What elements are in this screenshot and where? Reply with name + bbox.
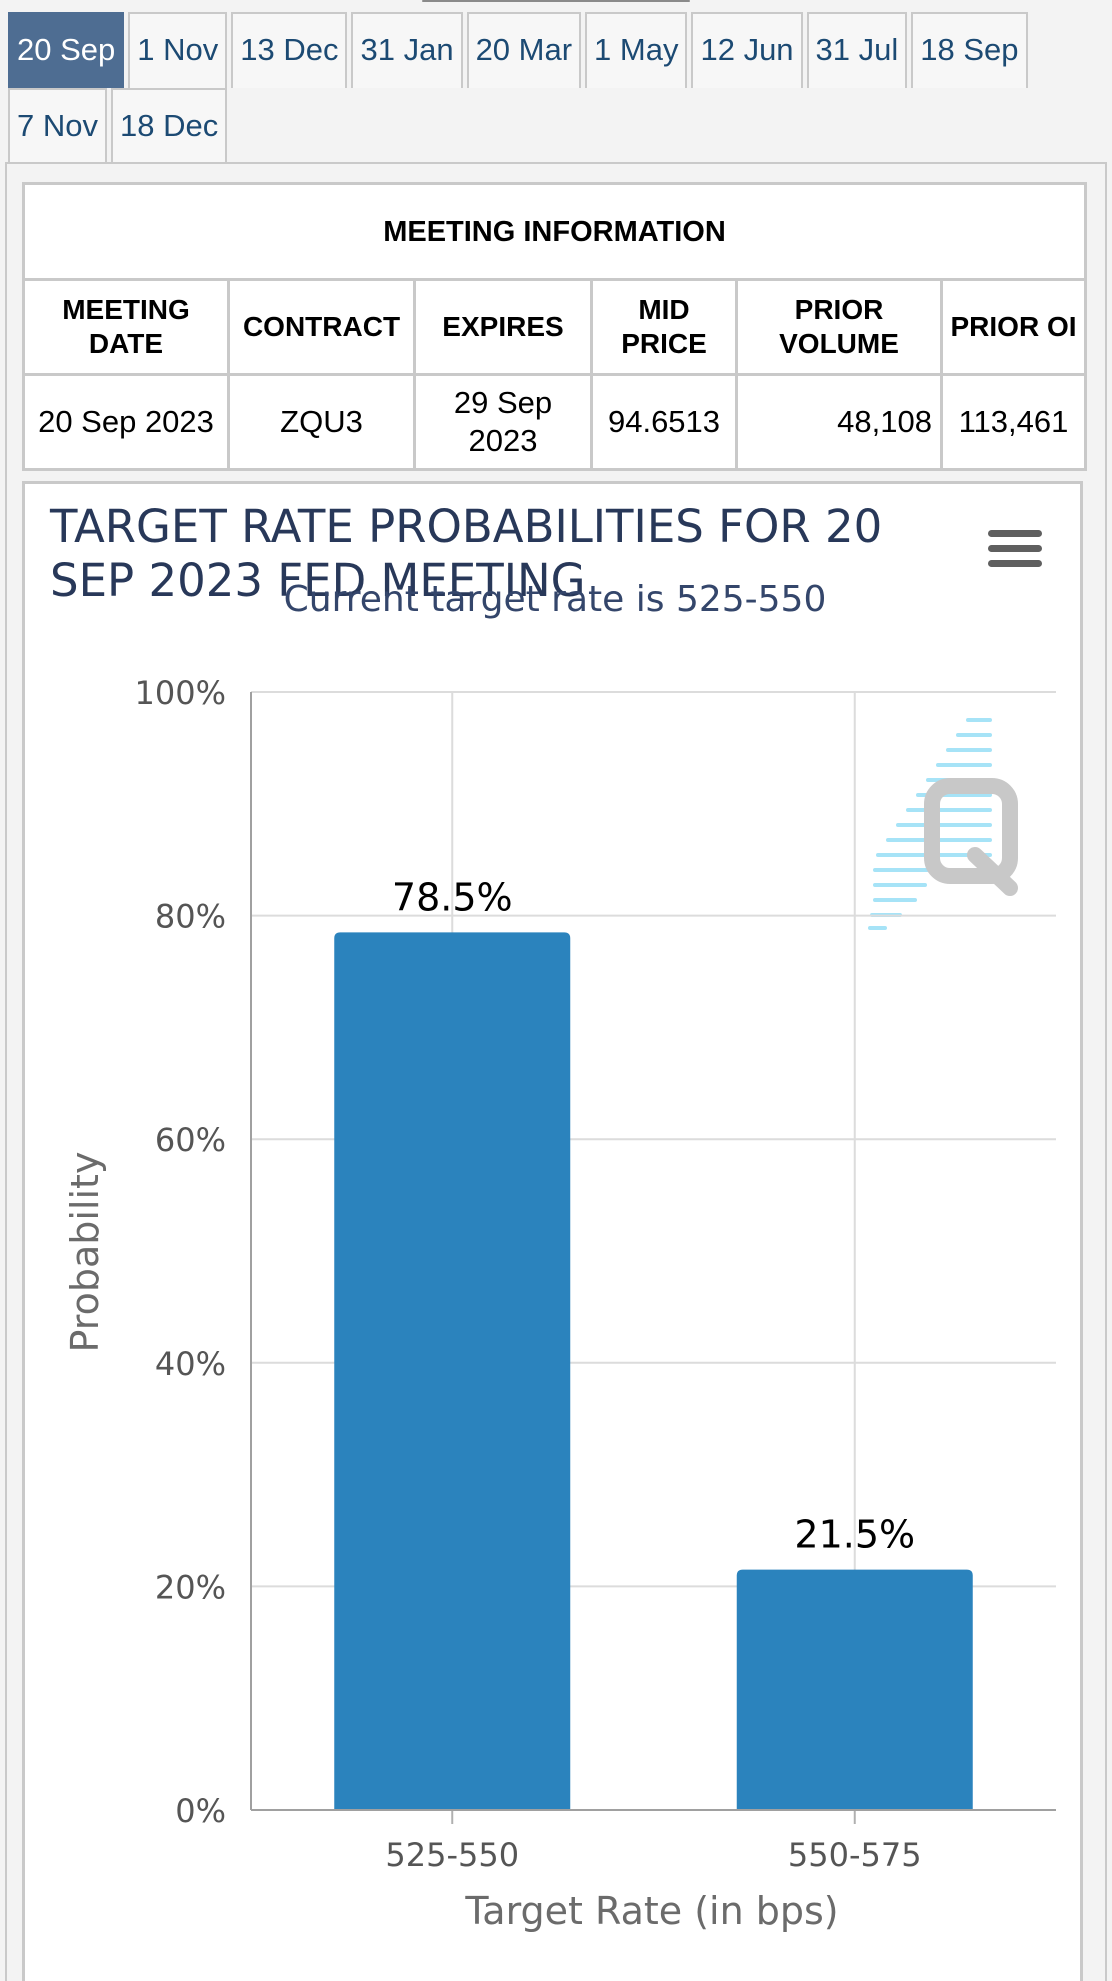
tab-12-jun[interactable]: 12 Jun xyxy=(691,12,803,88)
cell-contract: ZQU3 xyxy=(227,373,416,471)
bar-525-550[interactable] xyxy=(334,932,571,1810)
tab-20-mar[interactable]: 20 Mar xyxy=(466,12,582,88)
tab-7-nov[interactable]: 7 Nov xyxy=(8,88,107,164)
header-mid-price: MID PRICE xyxy=(590,278,738,376)
y-axis-ticks: 0% 20% 40% 60% 80% 100% xyxy=(135,674,226,1830)
tab-20-sep[interactable]: 20 Sep xyxy=(8,12,125,88)
y-tick-label: 100% xyxy=(135,674,226,712)
header-prior-oi: PRIOR OI xyxy=(940,278,1087,376)
y-tick-label: 20% xyxy=(155,1568,226,1606)
cell-mid-price: 94.6513 xyxy=(590,373,738,471)
tab-1-nov[interactable]: 1 Nov xyxy=(128,12,228,88)
header-prior-volume: PRIOR VOLUME xyxy=(735,278,943,376)
cell-prior-oi: 113,461 xyxy=(940,373,1087,471)
x-axis-label: Target Rate (in bps) xyxy=(464,1889,838,1933)
scroll-indicator xyxy=(422,0,690,2)
table-row: 20 Sep 2023 ZQU3 29 Sep 2023 94.6513 48,… xyxy=(22,373,1087,471)
table-caption: MEETING INFORMATION xyxy=(22,182,1087,281)
x-tick-label: 525-550 xyxy=(385,1836,519,1874)
header-expires: EXPIRES xyxy=(413,278,593,376)
bars: 78.5% 21.5% xyxy=(334,875,973,1810)
data-label: 78.5% xyxy=(392,875,513,919)
chart-title: TARGET RATE PROBABILITIES FOR 20 SEP 202… xyxy=(50,500,883,607)
tab-18-sep[interactable]: 18 Sep xyxy=(911,12,1028,88)
tab-1-may[interactable]: 1 May xyxy=(585,12,688,88)
y-tick-label: 0% xyxy=(175,1792,226,1830)
gridlines xyxy=(251,691,1056,1810)
x-tick-label: 550-575 xyxy=(788,1836,922,1874)
table-header-row: MEETING DATE CONTRACT EXPIRES MID PRICE … xyxy=(22,278,1087,376)
cell-expires: 29 Sep 2023 xyxy=(413,373,593,471)
quikstrike-q-logo xyxy=(868,718,1018,930)
y-axis-label: Probability xyxy=(63,1152,107,1353)
cell-meeting-date: 20 Sep 2023 xyxy=(22,373,230,471)
header-meeting-date: MEETING DATE xyxy=(22,278,230,376)
chart-menu-button[interactable] xyxy=(988,530,1042,576)
y-tick-label: 80% xyxy=(155,898,226,936)
tab-31-jul[interactable]: 31 Jul xyxy=(806,12,908,88)
y-tick-label: 40% xyxy=(155,1345,226,1383)
header-contract: CONTRACT xyxy=(227,278,416,376)
axes xyxy=(250,692,1056,1811)
y-tick-label: 60% xyxy=(155,1121,226,1159)
tab-18-dec[interactable]: 18 Dec xyxy=(110,88,228,164)
data-label: 21.5% xyxy=(794,1513,915,1557)
x-axis-ticks: 525-550 550-575 xyxy=(385,1810,922,1874)
tab-13-dec[interactable]: 13 Dec xyxy=(231,12,348,88)
meeting-date-tabs: 20 Sep 1 Nov 13 Dec 31 Jan 20 Mar 1 May 12 Jun… xyxy=(8,12,1108,164)
tab-31-jan[interactable]: 31 Jan xyxy=(351,12,463,88)
hamburger-menu-icon-bar xyxy=(988,545,1042,552)
chart-subtitle: Current target rate is 525-550 xyxy=(283,579,827,620)
cell-prior-volume: 48,108 xyxy=(735,373,943,471)
meeting-information-table: MEETING INFORMATION MEETING DATE CONTRAC… xyxy=(22,182,1087,471)
hamburger-menu-icon-bar xyxy=(988,560,1042,567)
hamburger-menu-icon xyxy=(988,530,1042,537)
bar-550-575[interactable] xyxy=(736,1569,973,1810)
